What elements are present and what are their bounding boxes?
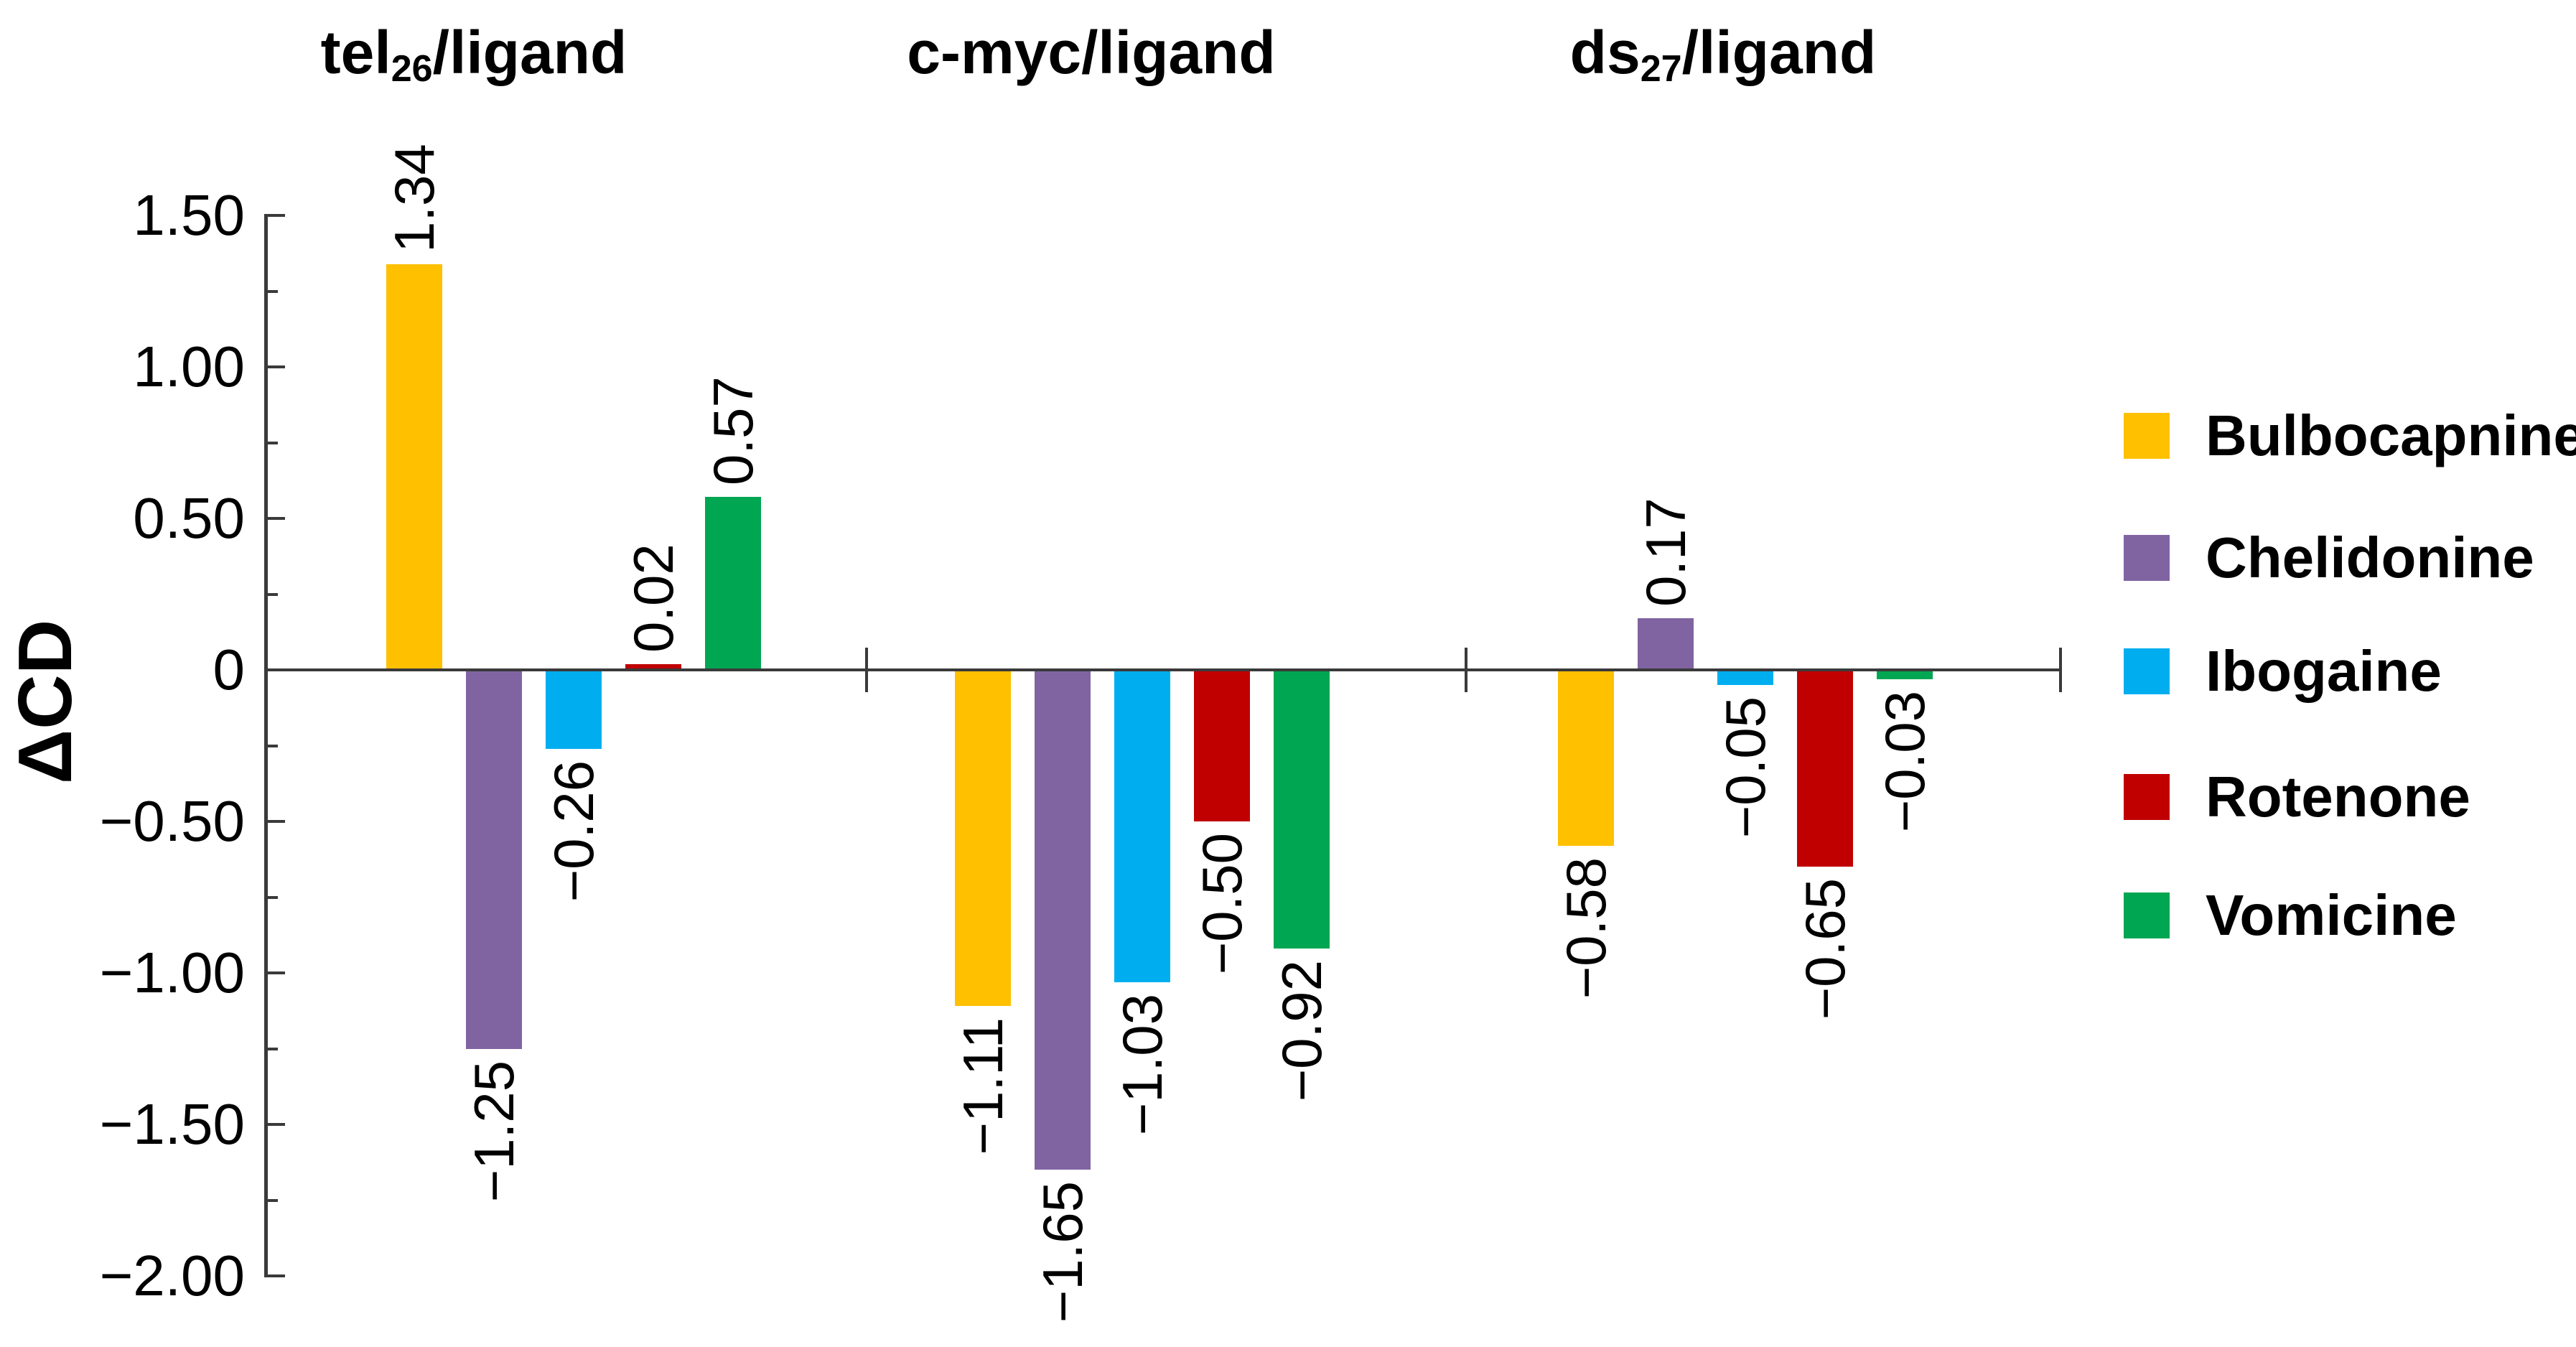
bar-value-label: −0.65 [1793,878,1857,1020]
y-major-tick [268,365,285,368]
legend-swatch-ibogaine [2124,648,2170,694]
y-major-tick [268,971,285,974]
y-tick-label: 0.50 [133,486,245,550]
bar-value-label: 1.34 [383,144,446,253]
bar-value-label: −0.58 [1554,857,1618,999]
group-title-rest: /ligand [1681,19,1877,86]
group-title-rest: /ligand [432,19,627,86]
legend-label: Bulbocapnine [2206,404,2576,467]
y-major-tick [268,1123,285,1126]
bar-value-label: 0.17 [1634,498,1697,607]
y-major-tick [268,820,285,823]
y-axis-title: ΔCD [3,619,88,784]
bar-ibogaine-group2 [1114,670,1170,982]
legend-label: Chelidonine [2206,526,2534,589]
group-separator-tick [1465,648,1467,692]
legend-label: Ibogaine [2206,639,2442,703]
y-tick-label: −1.00 [99,941,245,1005]
bar-chelidonine-group1 [466,670,522,1049]
y-major-tick [268,517,285,520]
y-tick-label: 0 [213,638,246,702]
bar-bulbocapnine-group2 [955,670,1011,1006]
bar-value-label: −1.11 [951,1017,1014,1155]
bar-vomicine-group1 [705,497,761,670]
y-tick-label: −2.00 [99,1244,245,1308]
bar-value-label: −1.25 [462,1061,526,1203]
bar-vomicine-group2 [1274,670,1330,949]
y-tick-label: 1.50 [133,183,245,247]
y-minor-tick [268,1199,278,1202]
bar-chelidonine-group2 [1035,670,1091,1170]
bar-value-label: −0.03 [1873,691,1936,833]
bar-value-label: −0.50 [1190,833,1254,975]
legend-swatch-rotenone [2124,774,2170,820]
y-minor-tick [268,593,278,596]
y-minor-tick [268,290,278,293]
bar-value-label: 0.02 [622,544,685,653]
bar-value-label: −0.05 [1714,696,1777,839]
group-title: c-myc/ligand [768,13,1414,92]
group-title: ds27/ligand [1400,13,2046,92]
bar-value-label: −1.65 [1031,1181,1094,1323]
group-title-main: c-myc [907,19,1082,86]
group-separator-tick [865,648,868,692]
bar-ibogaine-group1 [546,670,602,749]
y-tick-label: −1.50 [99,1092,245,1156]
legend-swatch-vomicine [2124,892,2170,938]
bar-chelidonine-group3 [1638,618,1694,670]
bar-rotenone-group2 [1194,670,1250,821]
bar-ibogaine-group3 [1717,670,1773,685]
y-minor-tick [268,442,278,444]
bar-rotenone-group1 [625,664,681,670]
group-title-main: ds [1569,19,1641,86]
group-title-subscript: 27 [1640,48,1682,90]
legend-swatch-chelidonine [2124,535,2170,581]
y-minor-tick [268,896,278,899]
y-major-tick [268,1274,285,1277]
y-minor-tick [268,745,278,747]
bar-bulbocapnine-group1 [386,264,442,670]
bar-rotenone-group3 [1797,670,1853,867]
bar-value-label: −0.26 [542,760,605,903]
group-title-subscript: 26 [391,48,433,90]
y-tick-label: 1.00 [133,335,245,398]
bar-value-label: 0.57 [701,376,765,485]
y-axis-line [264,214,268,1277]
group-title-rest: /ligand [1081,19,1276,86]
y-major-tick [268,668,285,671]
x-axis-baseline [268,668,2062,671]
y-tick-label: −0.50 [99,789,245,853]
legend-label: Rotenone [2206,765,2470,829]
legend-swatch-bulbocapnine [2124,413,2170,459]
bar-bulbocapnine-group3 [1558,670,1614,846]
y-minor-tick [268,1048,278,1050]
bar-vomicine-group3 [1877,670,1933,679]
bar-value-label: −0.92 [1270,960,1333,1102]
group-separator-tick [2059,648,2062,692]
y-major-tick [268,214,285,217]
group-title: tel26/ligand [151,13,797,92]
bar-value-label: −1.03 [1111,994,1174,1136]
group-title-main: tel [320,19,391,86]
legend-label: Vomicine [2206,883,2457,947]
